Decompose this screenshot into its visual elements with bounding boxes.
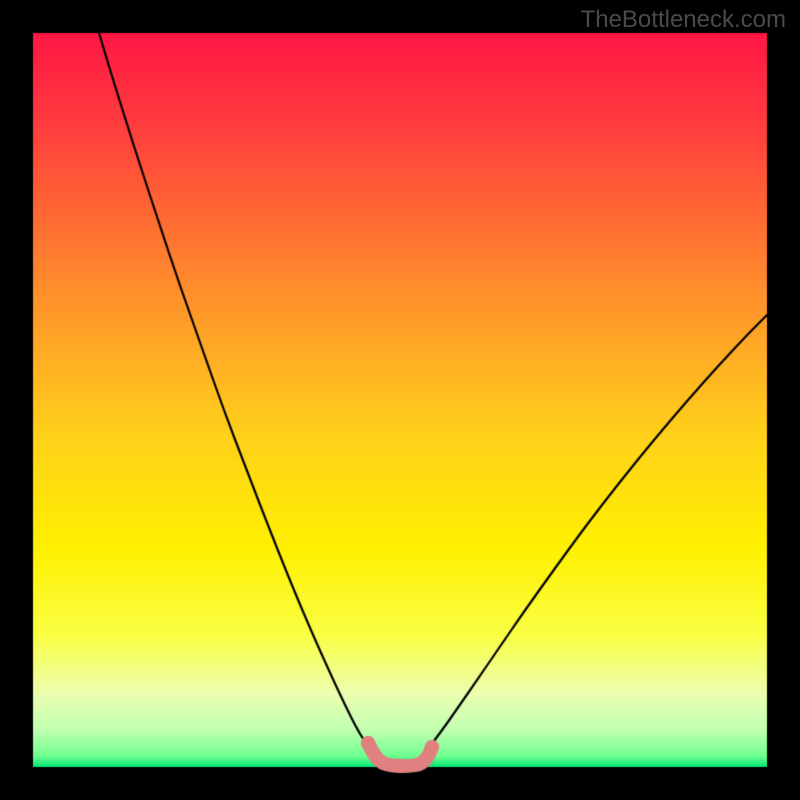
watermark-text: TheBottleneck.com — [581, 6, 786, 34]
bottleneck-chart — [0, 0, 800, 800]
